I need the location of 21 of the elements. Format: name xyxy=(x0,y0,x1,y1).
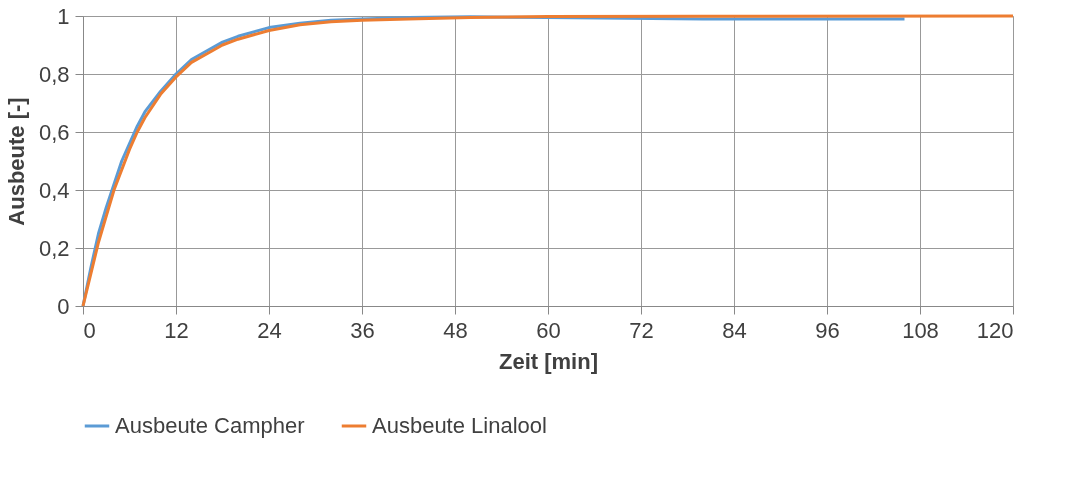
y-tick-label: 0,8 xyxy=(38,61,70,87)
x-tick-label: 72 xyxy=(629,317,654,343)
x-tick-label: 36 xyxy=(350,317,375,343)
x-axis-title: Zeit [min] xyxy=(499,348,598,374)
x-tick-label: 0 xyxy=(83,317,96,343)
x-tick-label: 60 xyxy=(536,317,561,343)
y-tick-label: 0,4 xyxy=(38,177,70,203)
y-axis-title: Ausbeute [-] xyxy=(3,97,29,226)
x-tick-label: 12 xyxy=(164,317,189,343)
x-tick-label: 108 xyxy=(902,317,939,343)
x-tick-label: 48 xyxy=(443,317,468,343)
legend-label: Ausbeute Campher xyxy=(115,413,305,438)
y-tick-label: 0 xyxy=(57,293,70,319)
y-tick-label: 0,6 xyxy=(38,119,70,145)
legend-label: Ausbeute Linalool xyxy=(372,413,547,438)
y-tick-label: 0,2 xyxy=(38,235,70,261)
x-tick-label: 120 xyxy=(976,317,1014,343)
x-tick-label: 24 xyxy=(257,317,282,343)
x-tick-label: 96 xyxy=(815,317,840,343)
y-tick-label: 1 xyxy=(57,3,70,29)
x-tick-label: 84 xyxy=(722,317,747,343)
